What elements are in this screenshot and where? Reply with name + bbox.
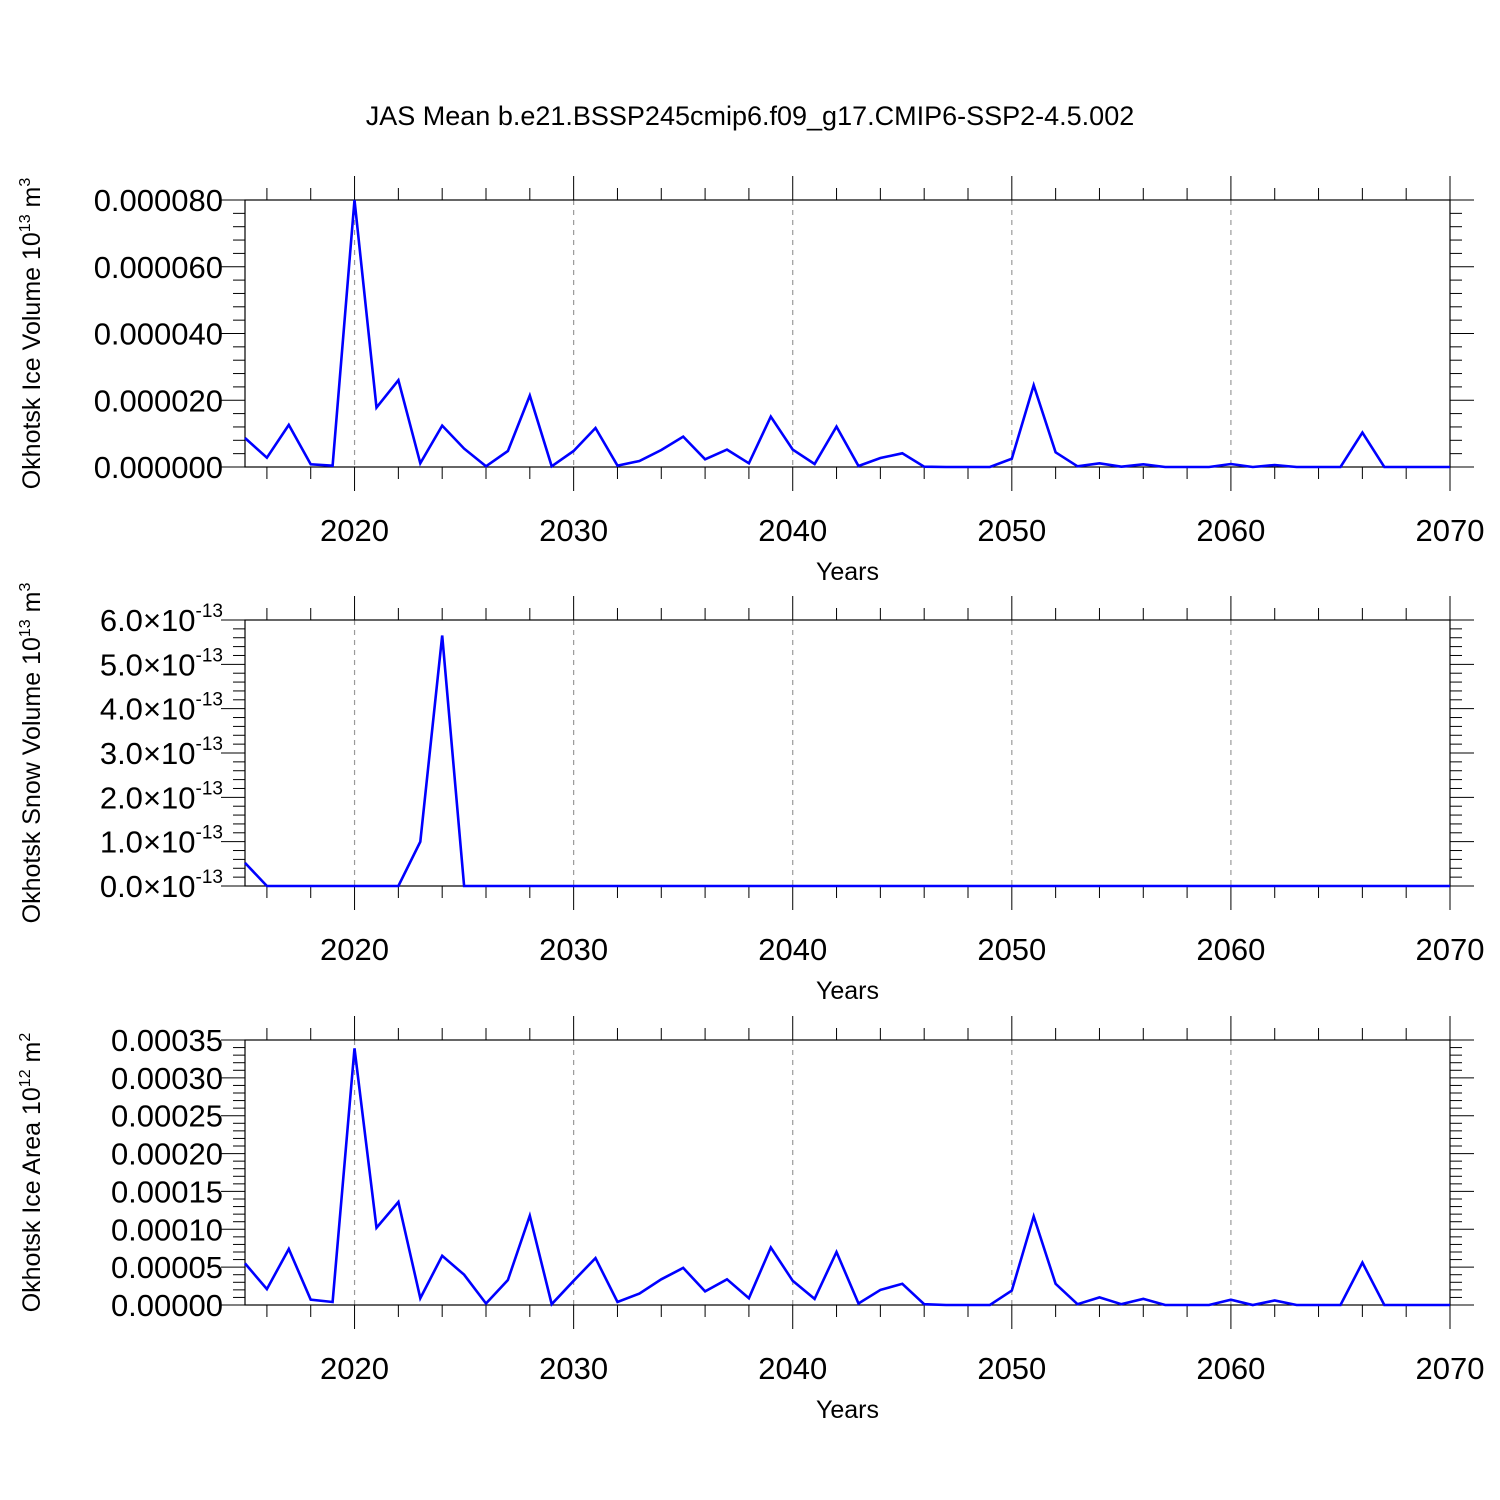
x-axis-label: Years xyxy=(816,558,879,586)
y-label-unit-exponent: 3 xyxy=(17,583,34,592)
x-tick-label: 2040 xyxy=(758,932,827,967)
y-axis-label: Okhotsk Ice Area 1012 m2 xyxy=(17,1033,46,1313)
x-tick-label: 2060 xyxy=(1196,932,1265,967)
y-tick-label: 0.000000 xyxy=(94,450,223,485)
series-line-1 xyxy=(244,199,1450,469)
y-tick-label: 1.0×10-13 xyxy=(100,823,223,860)
x-tick-label: 2050 xyxy=(977,932,1046,967)
y-label-unit: m xyxy=(18,187,46,215)
chart-panel-1: 2020 2030 2040 2050 2060 2070 0.000000 0.000020… xyxy=(17,176,1484,586)
y-tick-exponent: -13 xyxy=(196,823,223,844)
y-tick-label: 0.00015 xyxy=(111,1174,223,1209)
x-axis-label: Years xyxy=(816,1396,879,1424)
x-tick-label: 2060 xyxy=(1196,1351,1265,1386)
series-line-2 xyxy=(244,635,1450,888)
x-tick-label: 2030 xyxy=(539,932,608,967)
x-tick-label: 2060 xyxy=(1196,513,1265,548)
x-tick-label: 2040 xyxy=(758,1351,827,1386)
x-axis-label: Years xyxy=(816,977,879,1005)
x-tick-label: 2040 xyxy=(758,513,827,548)
y-tick-exponent: -13 xyxy=(196,645,223,666)
x-tick-label: 2070 xyxy=(1416,513,1485,548)
x-tick-label: 2030 xyxy=(539,513,608,548)
y-tick-mantissa: 5.0 xyxy=(100,647,143,682)
y-tick-label: 0.000020 xyxy=(94,383,223,418)
chart-panel-3: 2020 2030 2040 2050 2060 20700.000000.000050.… xyxy=(17,1016,1484,1424)
y-tick-label: 3.0×10-13 xyxy=(100,734,223,771)
y-tick-exponent: -13 xyxy=(196,867,223,888)
plot-frame xyxy=(244,199,1451,468)
plot-frame xyxy=(244,1039,1451,1306)
x-tick-label: 2030 xyxy=(539,1351,608,1386)
y-tick-times: ×10 xyxy=(143,603,196,638)
y-tick-times: ×10 xyxy=(143,825,196,860)
y-tick-times: ×10 xyxy=(143,869,196,904)
y-label-unit-exponent: 3 xyxy=(17,178,34,187)
figure-title: JAS Mean b.e21.BSSP245cmip6.f09_g17.CMIP… xyxy=(366,101,1134,131)
y-tick-mantissa: 2.0 xyxy=(100,780,143,815)
y-tick-mantissa: 1.0 xyxy=(100,825,143,860)
y-tick-label: 5.0×10-13 xyxy=(100,645,223,682)
y-tick-exponent: -13 xyxy=(196,601,223,622)
y-tick-label: 0.00025 xyxy=(111,1099,223,1134)
y-tick-label: 0.000060 xyxy=(94,250,223,285)
y-tick-exponent: -13 xyxy=(196,690,223,711)
y-label-exponent: 13 xyxy=(17,619,34,637)
y-tick-label: 0.00020 xyxy=(111,1137,223,1172)
y-tick-label: 6.0×10-13 xyxy=(100,601,223,638)
y-tick-exponent: -13 xyxy=(196,734,223,755)
plot-frame xyxy=(244,619,1451,887)
y-axis-label: Okhotsk Ice Volume 1013 m3 xyxy=(17,178,46,490)
y-tick-label: 0.00010 xyxy=(111,1212,223,1247)
y-tick-label: 2.0×10-13 xyxy=(100,778,223,815)
x-tick-label: 2020 xyxy=(320,513,389,548)
y-tick-exponent: -13 xyxy=(196,778,223,799)
y-label-unit-exponent: 2 xyxy=(17,1033,34,1042)
panels: 2020 2030 2040 2050 2060 2070 0.000000 0.000020… xyxy=(17,176,1484,1424)
y-axis-label: Okhotsk Snow Volume 1013 m3 xyxy=(17,583,46,924)
y-label-unit: m xyxy=(18,1042,46,1070)
y-tick-mantissa: 6.0 xyxy=(100,603,143,638)
x-tick-label: 2020 xyxy=(320,932,389,967)
x-tick-label: 2020 xyxy=(320,1351,389,1386)
y-tick-label: 0.00030 xyxy=(111,1061,223,1096)
y-tick-label: 0.00035 xyxy=(111,1023,223,1058)
y-tick-label: 4.0×10-13 xyxy=(100,690,223,727)
y-tick-times: ×10 xyxy=(143,780,196,815)
y-tick-times: ×10 xyxy=(143,647,196,682)
y-tick-mantissa: 4.0 xyxy=(100,692,143,727)
y-tick-times: ×10 xyxy=(143,692,196,727)
y-tick-label: 0.000080 xyxy=(94,183,223,218)
y-tick-mantissa: 0.0 xyxy=(100,869,143,904)
y-tick-label: 0.000040 xyxy=(94,317,223,352)
y-label-text: Okhotsk Ice Volume 10 xyxy=(18,232,46,489)
y-tick-times: ×10 xyxy=(143,736,196,771)
y-label-exponent: 12 xyxy=(17,1069,34,1087)
y-tick-label: 0.00000 xyxy=(111,1288,223,1323)
y-tick-mantissa: 3.0 xyxy=(100,736,143,771)
y-label-exponent: 13 xyxy=(17,214,34,232)
x-tick-label: 2070 xyxy=(1416,932,1485,967)
x-tick-label: 2050 xyxy=(977,513,1046,548)
y-tick-label: 0.0×10-13 xyxy=(100,867,223,904)
series-line-3 xyxy=(244,1048,1450,1307)
y-label-text: Okhotsk Ice Area 10 xyxy=(18,1087,46,1312)
y-label-text: Okhotsk Snow Volume 10 xyxy=(18,637,46,923)
chart-panel-2: 2020 2030 2040 2050 2060 20700.0×10-131.0×10-… xyxy=(17,583,1484,1005)
x-tick-label: 2050 xyxy=(977,1351,1046,1386)
y-tick-label: 0.00005 xyxy=(111,1250,223,1285)
x-tick-label: 2070 xyxy=(1416,1351,1485,1386)
y-label-unit: m xyxy=(18,592,46,620)
